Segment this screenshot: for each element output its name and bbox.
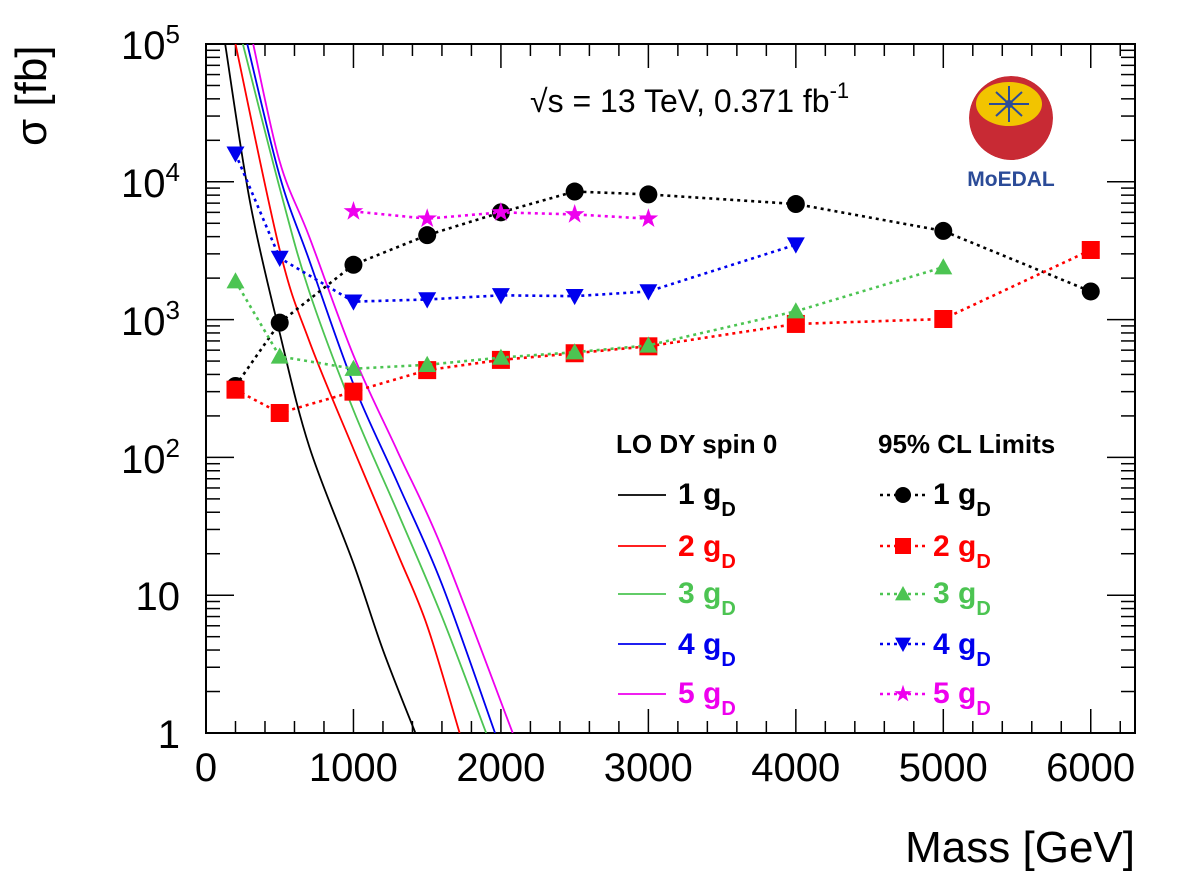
legend-theory-label: 1 gD [678,478,736,521]
data-point [491,348,510,365]
theory-line [224,44,417,733]
data-point [786,302,805,319]
data-point [270,403,289,422]
limit-curves [226,146,1100,422]
axis-ticks [205,44,1135,734]
data-point [564,204,585,223]
theory-line [241,44,488,733]
legend-theory-label: 5 gD [678,677,736,720]
legend-limit-label: 2 gD [933,530,991,573]
legend-swatches [618,487,926,702]
legend-limit-label: 5 gD [933,677,991,720]
data-point [418,292,437,309]
logo-text: MoEDAL [967,168,1055,191]
x-tick-label: 2000 [456,746,545,790]
x-tick-label: 4000 [751,746,840,790]
y-tick-label: 105 [121,19,180,68]
data-point [1081,282,1100,301]
data-point [934,310,953,329]
data-point [270,313,289,332]
theory-line [252,44,514,733]
data-point [418,355,437,372]
data-point [344,382,363,401]
data-point [895,637,911,652]
limit-line [234,248,1092,415]
moedal-logo: MoEDAL [967,76,1055,191]
legend-theory-label: 2 gD [678,530,736,573]
data-point [639,185,658,204]
x-tick-label: 6000 [1046,746,1135,790]
data-point [786,195,805,214]
legend-limit-label: 1 gD [933,478,991,521]
x-tick-label: 0 [195,746,217,790]
data-point [934,221,953,240]
y-tick-label: 103 [121,295,180,344]
energy-annotation: √s = 13 TeV, 0.371 fb-1 [530,78,849,119]
legend-limit-label: 4 gD [933,628,991,671]
data-point [344,294,363,311]
theory-curves [224,44,514,733]
data-point [565,182,584,201]
data-point [895,538,911,554]
y-tick-label: 10 [136,575,181,619]
x-tick-label: 5000 [899,746,988,790]
data-point [344,255,363,274]
legend-theory-label: 4 gD [678,628,736,671]
x-axis-title: Mass [GeV] [905,823,1135,872]
data-point [226,380,245,399]
x-tick-labels: 0 1000 2000 3000 4000 5000 6000 [195,746,1135,790]
data-point [417,208,437,227]
legend-theory-title: LO DY spin 0 [616,429,777,459]
data-point [786,314,805,333]
data-point [786,237,805,254]
x-tick-label: 1000 [309,746,398,790]
data-point [344,359,363,376]
y-tick-label: 1 [158,713,180,757]
data-point [270,347,289,364]
data-point [418,226,437,245]
data-point [565,343,584,360]
data-point [638,208,659,227]
data-point [1081,240,1100,259]
data-point [491,202,511,221]
data-point [565,288,584,306]
y-tick-label: 102 [121,433,180,482]
data-point [226,272,245,289]
data-point [934,258,953,275]
legend-limit-label: 3 gD [933,577,991,620]
data-point [491,288,510,305]
data-point [895,586,911,601]
legend-limit-title: 95% CL Limits [878,429,1055,459]
data-point [894,684,912,702]
data-point [895,487,911,503]
limit-line [234,153,797,303]
theory-line [234,44,461,733]
data-point [639,336,658,353]
data-point [270,250,289,267]
data-point [343,201,364,220]
y-tick-label: 104 [121,157,180,206]
y-axis-title: σ [fb] [7,45,56,146]
limit-line [234,190,1092,387]
data-point [226,146,245,163]
theory-line [246,44,496,733]
plot-frame [205,43,1136,734]
y-tick-labels: 105 104 103 102 10 1 [121,19,180,757]
data-point [639,284,658,301]
legend: LO DY spin 0 95% CL Limits 1 gD 2 gD 3 g… [616,429,1055,720]
x-tick-label: 3000 [604,746,693,790]
legend-theory-label: 3 gD [678,577,736,620]
